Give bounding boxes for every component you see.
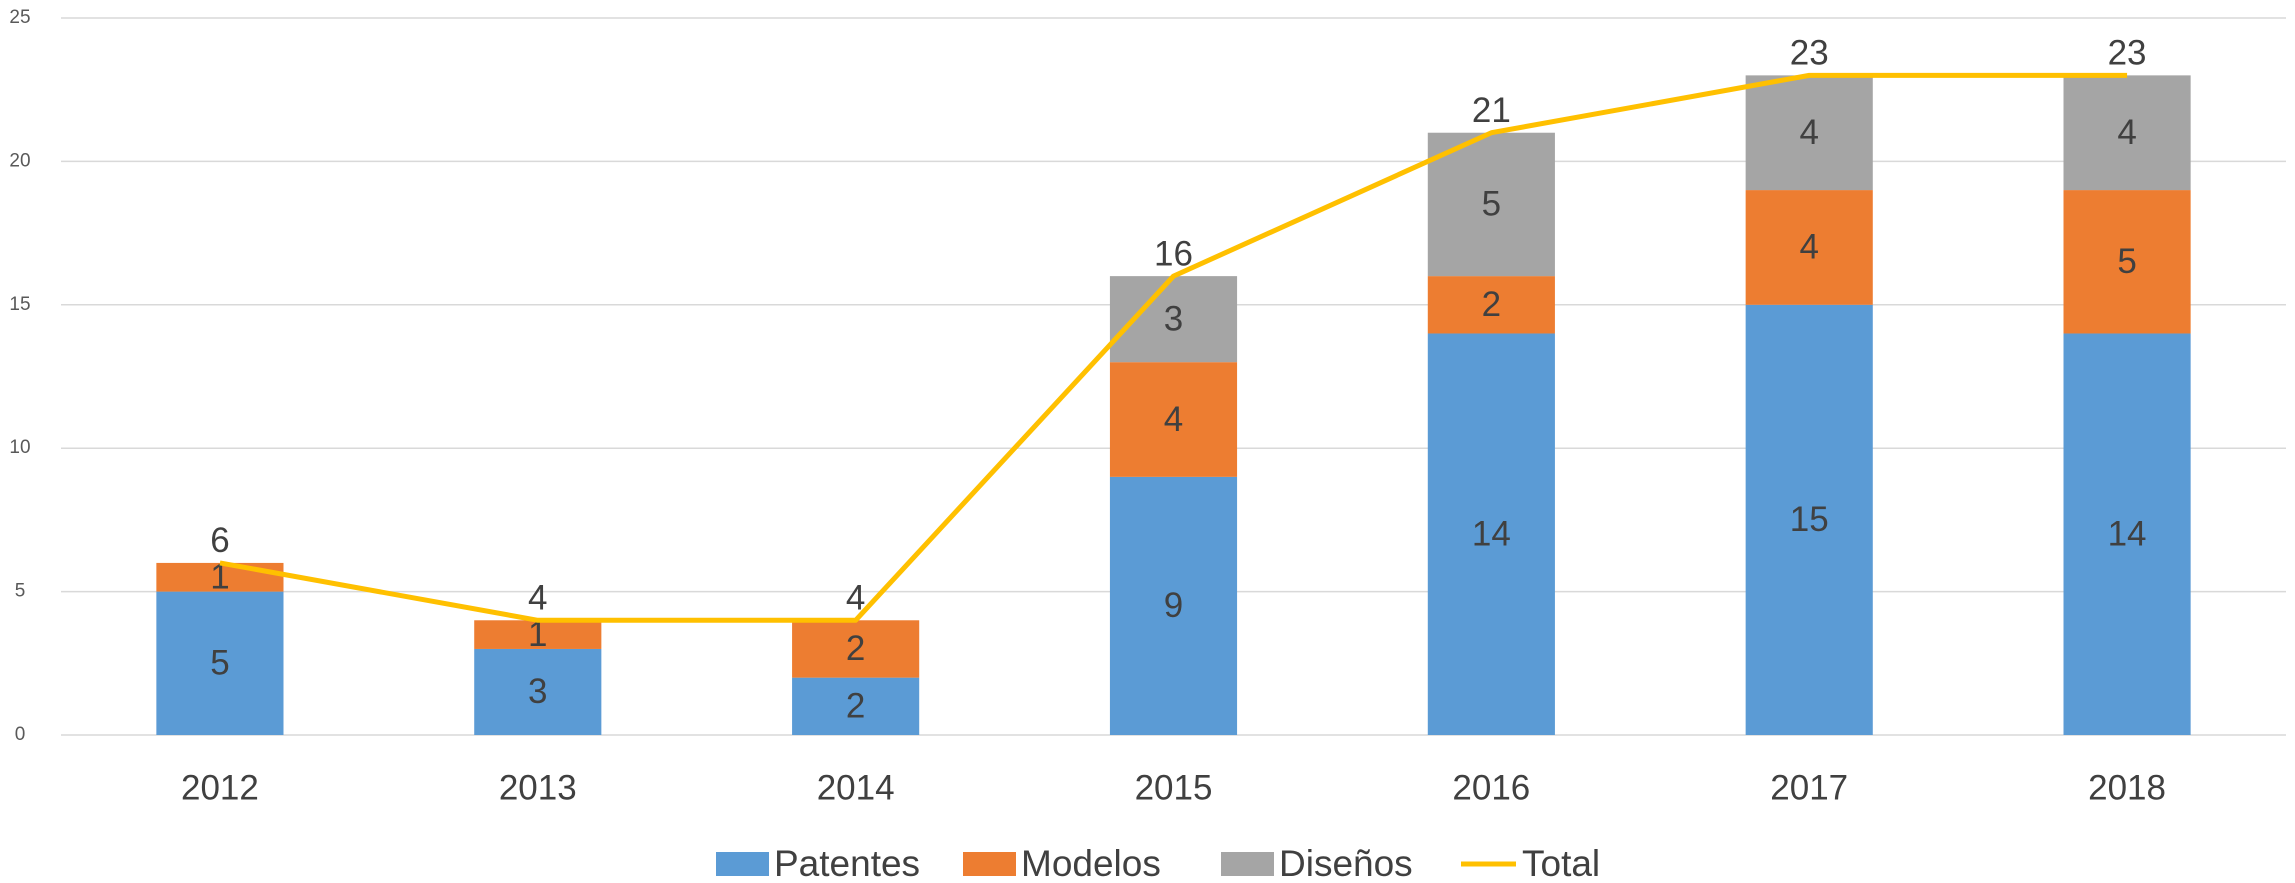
bar-segment bbox=[1427, 333, 1555, 735]
data-label: 1 bbox=[528, 615, 547, 654]
x-tick-label: 2017 bbox=[1770, 768, 1848, 807]
x-tick-label: 2018 bbox=[2088, 768, 2166, 807]
data-label: 4 bbox=[2117, 113, 2136, 152]
total-label: 6 bbox=[210, 521, 229, 560]
legend-swatch bbox=[963, 852, 1016, 876]
bar-segment bbox=[474, 648, 602, 735]
bar-segment bbox=[2063, 333, 2191, 735]
data-label: 4 bbox=[1164, 400, 1183, 439]
legend-label: Total bbox=[1522, 843, 1600, 883]
bar-segment bbox=[1745, 304, 1873, 735]
total-label: 23 bbox=[2108, 34, 2147, 73]
bar-segment bbox=[1427, 276, 1555, 334]
bar-segment bbox=[474, 620, 602, 649]
bar-segment bbox=[1427, 132, 1555, 277]
bar-segment bbox=[2063, 75, 2191, 191]
data-label: 4 bbox=[1799, 228, 1818, 267]
y-tick-label: 5 bbox=[15, 581, 26, 602]
data-label: 2 bbox=[846, 687, 865, 726]
data-label: 9 bbox=[1164, 586, 1183, 625]
total-label: 21 bbox=[1472, 91, 1511, 130]
total-label: 4 bbox=[846, 579, 865, 618]
bar-segment bbox=[156, 591, 284, 735]
total-line bbox=[219, 72, 2128, 623]
bar-segment bbox=[1109, 362, 1238, 477]
x-tick-label: 2014 bbox=[817, 768, 895, 807]
data-label: 5 bbox=[1482, 185, 1501, 224]
y-tick-label: 10 bbox=[9, 437, 30, 458]
y-tick-label: 20 bbox=[9, 150, 30, 171]
x-tick-label: 2013 bbox=[499, 768, 577, 807]
data-label: 5 bbox=[2117, 242, 2136, 281]
data-label: 2 bbox=[846, 629, 865, 668]
y-tick-label: 25 bbox=[9, 7, 30, 28]
data-label: 15 bbox=[1790, 500, 1829, 539]
bar-segment bbox=[1745, 75, 1873, 191]
legend-label: Diseños bbox=[1279, 843, 1413, 883]
data-label: 14 bbox=[1472, 514, 1511, 553]
data-label: 4 bbox=[1799, 113, 1818, 152]
bar-segment bbox=[1109, 476, 1238, 735]
legend-label: Modelos bbox=[1021, 843, 1161, 883]
data-label: 2 bbox=[1482, 285, 1501, 324]
y-tick-label: 15 bbox=[9, 294, 30, 315]
bar-segment bbox=[792, 677, 920, 735]
data-label: 1 bbox=[210, 558, 229, 597]
bar-segment bbox=[156, 562, 284, 592]
legend-swatch bbox=[1221, 852, 1274, 876]
data-label: 3 bbox=[1164, 299, 1183, 338]
bar-segment bbox=[792, 620, 920, 678]
bar-segment bbox=[2063, 190, 2191, 334]
x-tick-label: 2012 bbox=[181, 768, 259, 807]
data-label: 3 bbox=[528, 672, 547, 711]
bar-segment bbox=[1745, 190, 1873, 305]
legend-swatch bbox=[716, 852, 769, 876]
x-tick-label: 2015 bbox=[1135, 768, 1213, 807]
y-tick-label: 0 bbox=[15, 724, 26, 745]
data-label: 5 bbox=[210, 644, 229, 683]
total-label: 4 bbox=[528, 579, 547, 618]
x-tick-label: 2016 bbox=[1452, 768, 1530, 807]
data-label: 14 bbox=[2108, 514, 2147, 553]
total-label: 16 bbox=[1154, 234, 1193, 273]
legend-label: Patentes bbox=[774, 843, 920, 883]
total-label: 23 bbox=[1790, 34, 1829, 73]
